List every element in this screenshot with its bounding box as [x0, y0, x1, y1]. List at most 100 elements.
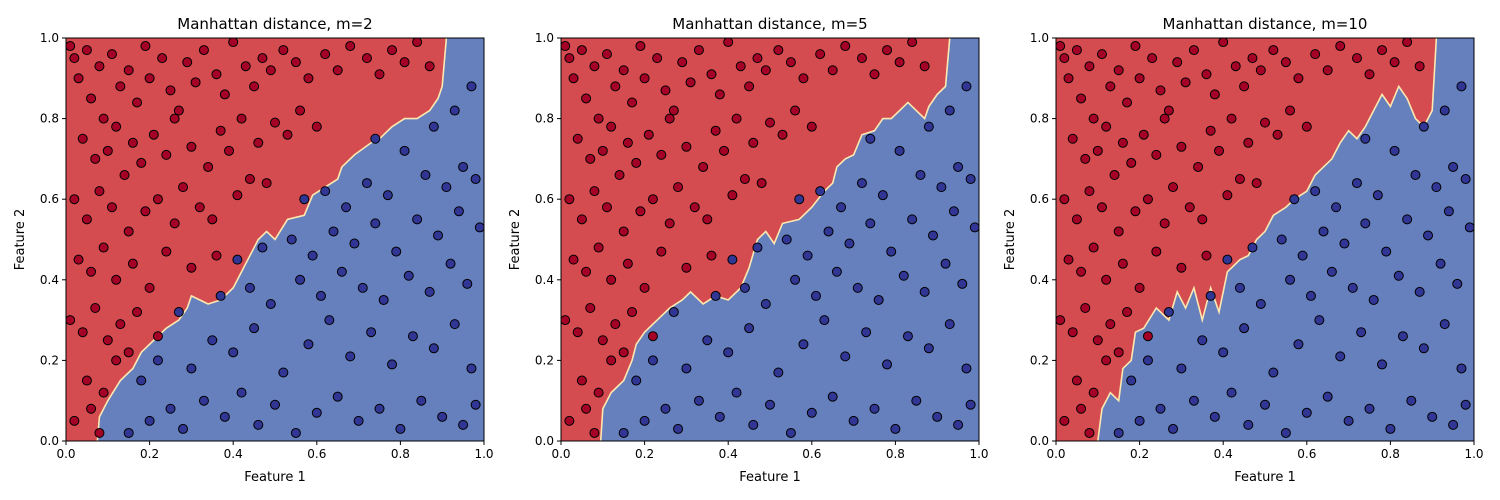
blue-class-point — [449, 319, 460, 330]
red-class-point — [1335, 41, 1346, 52]
red-class-point — [211, 69, 222, 80]
y-tick-label: 0.2 — [40, 353, 59, 367]
red-class-point — [561, 315, 571, 326]
blue-class-point — [1448, 419, 1459, 430]
red-class-point — [1209, 89, 1220, 100]
blue-class-point — [1209, 411, 1220, 422]
blue-class-point — [370, 218, 381, 229]
blue-class-point — [303, 339, 314, 350]
red-class-point — [69, 415, 80, 426]
red-class-point — [86, 93, 97, 104]
red-class-point — [1076, 266, 1087, 277]
blue-class-point — [286, 234, 297, 245]
blue-class-point — [1243, 419, 1254, 430]
blue-class-point — [1418, 121, 1429, 132]
blue-class-point — [228, 347, 239, 358]
blue-class-point — [844, 238, 855, 249]
red-class-point — [278, 45, 289, 56]
red-class-point — [576, 214, 587, 225]
red-class-point — [589, 186, 600, 197]
blue-class-point — [328, 226, 339, 237]
blue-class-point — [315, 290, 326, 301]
red-class-point — [161, 246, 172, 257]
blue-class-point — [1134, 415, 1145, 426]
blue-class-point — [765, 399, 775, 410]
red-class-point — [1201, 69, 1212, 80]
red-class-point — [1130, 41, 1141, 52]
blue-class-point — [831, 266, 842, 277]
red-class-point — [1260, 117, 1270, 128]
red-class-point — [727, 190, 738, 201]
blue-class-point — [236, 387, 247, 398]
red-class-point — [1059, 53, 1070, 64]
red-class-point — [1159, 218, 1170, 229]
red-class-point — [806, 121, 817, 132]
red-class-point — [719, 145, 730, 156]
blue-class-point — [1427, 411, 1438, 422]
blue-class-point — [345, 351, 356, 362]
blue-class-point — [953, 419, 964, 430]
y-tick-label: 0.8 — [40, 112, 59, 126]
red-class-point — [627, 97, 638, 108]
red-class-point — [1151, 246, 1162, 257]
blue-class-point — [848, 415, 859, 426]
red-class-point — [77, 327, 88, 338]
blue-class-point — [458, 419, 469, 430]
red-class-point — [601, 202, 612, 213]
blue-class-point — [165, 403, 176, 414]
blue-class-point — [395, 423, 406, 434]
red-class-point — [399, 57, 410, 68]
red-class-point — [815, 49, 826, 60]
red-class-point — [106, 49, 117, 60]
blue-class-point — [198, 395, 209, 406]
red-class-point — [232, 190, 243, 201]
red-class-point — [140, 41, 151, 52]
red-class-point — [585, 153, 596, 164]
chart-title: Manhattan distance, m=5 — [672, 15, 867, 33]
blue-class-point — [1356, 327, 1367, 338]
red-class-point — [693, 45, 704, 56]
blue-class-point — [631, 375, 642, 386]
blue-class-point — [1460, 399, 1471, 410]
red-class-point — [111, 274, 122, 285]
red-class-point — [152, 331, 163, 342]
blue-class-point — [311, 407, 322, 418]
red-class-point — [1272, 129, 1283, 140]
red-class-point — [1130, 206, 1141, 217]
y-tick-label: 0.2 — [1030, 353, 1049, 367]
red-class-point — [265, 65, 276, 76]
red-class-point — [576, 375, 587, 386]
red-class-point — [1105, 81, 1116, 92]
red-class-point — [1105, 319, 1116, 330]
blue-class-point — [353, 415, 364, 426]
blue-class-point — [1360, 133, 1371, 144]
x-tick-label: 0.2 — [140, 447, 159, 461]
blue-class-point — [1439, 319, 1450, 330]
plot-area — [561, 38, 979, 441]
red-class-point — [1096, 202, 1107, 213]
blue-class-point — [178, 423, 189, 434]
blue-class-point — [249, 323, 260, 334]
decision-boundary — [96, 38, 448, 441]
red-class-point — [618, 65, 629, 76]
red-class-point — [374, 69, 385, 80]
red-class-point — [127, 258, 138, 269]
blue-class-point — [681, 363, 692, 374]
red-class-point — [1218, 38, 1229, 48]
blue-class-point — [207, 335, 218, 346]
blue-class-point — [324, 315, 335, 326]
red-class-point — [102, 335, 113, 346]
blue-class-point — [361, 178, 372, 189]
blue-class-point — [357, 282, 368, 293]
red-class-point — [710, 125, 721, 136]
red-class-point — [1113, 65, 1124, 76]
red-class-point — [412, 38, 423, 48]
blue-class-point — [407, 331, 418, 342]
x-tick-label: 0.8 — [1381, 447, 1400, 461]
blue-class-point — [1410, 170, 1421, 181]
blue-class-point — [1393, 270, 1404, 281]
y-tick-label: 0.6 — [1030, 192, 1049, 206]
blue-class-point — [1381, 246, 1392, 257]
blue-class-point — [428, 121, 439, 132]
